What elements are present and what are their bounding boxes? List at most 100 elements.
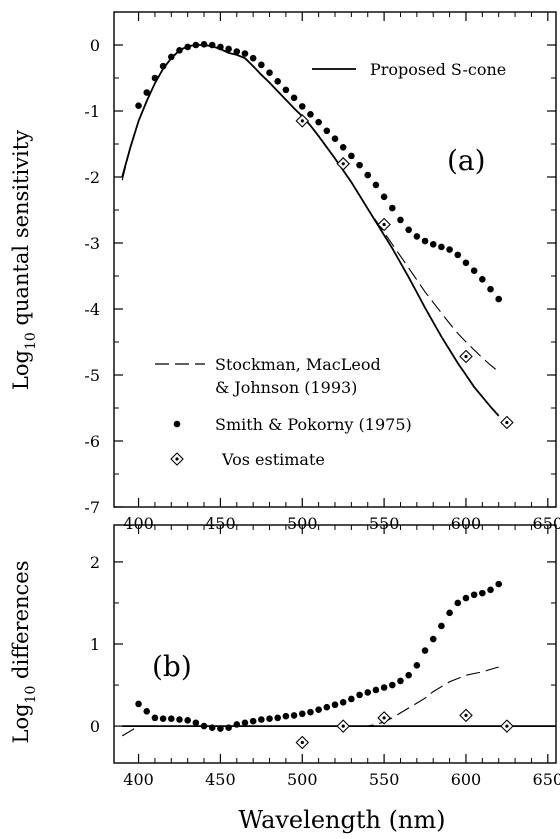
x-tick-label: 550 bbox=[369, 770, 400, 789]
x-tick-label: 400 bbox=[123, 770, 154, 789]
data-point-smith_diff bbox=[364, 689, 372, 696]
data-point-smith bbox=[405, 226, 412, 234]
data-point-smith bbox=[241, 50, 249, 57]
data-point-smith bbox=[143, 89, 151, 96]
data-point-smith bbox=[429, 241, 437, 248]
data-point-smith_diff bbox=[159, 715, 167, 722]
data-point-smith bbox=[225, 45, 232, 53]
data-point-smith_diff bbox=[462, 594, 470, 602]
data-point-smith bbox=[290, 94, 298, 102]
data-point-smith bbox=[380, 193, 388, 201]
y-tick-label: -6 bbox=[84, 432, 100, 451]
x-tick-label: 450 bbox=[205, 514, 236, 533]
data-point-smith bbox=[356, 161, 363, 169]
legend-stockman-text-1: Stockman, MacLeod bbox=[215, 355, 381, 374]
x-tick-label: 600 bbox=[451, 770, 482, 789]
data-point-smith bbox=[372, 181, 380, 189]
data-point-smith_diff bbox=[331, 701, 339, 709]
data-point-smith_diff bbox=[413, 662, 421, 669]
y-tick-label: -4 bbox=[84, 300, 100, 319]
panel-a: 400 450 500 550 600 650 0 -1 -2 -3 -4 -5 -6 -7 (a) Pr… bbox=[9, 11, 560, 533]
data-point-smith bbox=[159, 62, 167, 70]
data-point-smith bbox=[339, 144, 347, 151]
panel-a-ylabel: Log10 quantal sensitivity bbox=[9, 130, 39, 390]
legend-stockman-text-2: & Johnson (1993) bbox=[215, 378, 357, 397]
y-tick-label: 0 bbox=[90, 717, 100, 736]
series-line-stockman bbox=[121, 44, 500, 373]
data-point-smith bbox=[176, 46, 183, 54]
y-tick-label: -3 bbox=[84, 234, 100, 253]
y-tick-label: 1 bbox=[90, 635, 100, 654]
data-point-smith_diff bbox=[487, 586, 494, 594]
data-point-smith bbox=[258, 61, 265, 69]
data-point-smith bbox=[364, 171, 372, 179]
data-point-smith_diff bbox=[290, 712, 298, 719]
data-point-smith_diff bbox=[446, 609, 453, 617]
x-tick-label: 500 bbox=[287, 514, 318, 533]
data-point-smith bbox=[315, 118, 322, 126]
data-point-smith_diff bbox=[274, 714, 282, 722]
data-point-vos bbox=[500, 415, 514, 430]
data-point-smith_diff bbox=[388, 681, 396, 689]
panel-a-label: (a) bbox=[447, 144, 486, 177]
data-point-smith bbox=[323, 127, 331, 135]
data-point-smith_diff bbox=[470, 591, 478, 599]
data-point-vos_diff bbox=[377, 711, 391, 725]
data-point-smith bbox=[446, 246, 453, 253]
data-point-smith bbox=[307, 111, 314, 118]
panel-a-ticks: 400 450 500 550 600 650 0 -1 -2 -3 -4 -5 -6 -7 bbox=[84, 12, 560, 533]
panel-a-series bbox=[121, 41, 514, 430]
data-point-smith bbox=[274, 78, 282, 85]
data-point-smith_diff bbox=[421, 647, 429, 654]
data-point-smith_diff bbox=[192, 719, 200, 727]
data-point-smith bbox=[167, 53, 175, 61]
data-point-smith bbox=[421, 237, 429, 245]
data-point-vos_diff bbox=[459, 708, 473, 723]
data-point-vos_diff bbox=[336, 719, 350, 733]
data-point-smith_diff bbox=[176, 716, 183, 723]
data-point-smith bbox=[388, 204, 396, 212]
data-point-smith bbox=[454, 251, 462, 259]
data-point-smith bbox=[233, 48, 241, 55]
data-point-smith_diff bbox=[372, 686, 380, 694]
x-axis-label: Wavelength (nm) bbox=[238, 806, 445, 834]
data-point-smith_diff bbox=[348, 695, 355, 703]
data-point-smith_diff bbox=[135, 700, 142, 708]
data-point-smith_diff bbox=[495, 580, 503, 588]
data-point-vos bbox=[336, 157, 350, 171]
data-point-smith bbox=[184, 43, 191, 51]
data-point-smith bbox=[397, 216, 404, 224]
x-tick-label: 400 bbox=[123, 514, 154, 533]
data-point-smith bbox=[282, 86, 290, 94]
data-point-vos bbox=[295, 114, 310, 128]
data-point-smith_diff bbox=[356, 691, 363, 699]
data-point-smith_diff bbox=[397, 677, 404, 685]
y-tick-label: -1 bbox=[84, 102, 100, 121]
legend-a: Proposed S-cone Stockman, MacLeod & John… bbox=[155, 60, 506, 469]
data-point-vos bbox=[377, 217, 391, 232]
data-point-smith_diff bbox=[266, 715, 273, 722]
data-point-smith_diff bbox=[233, 721, 241, 728]
legend-vos-diamond bbox=[170, 452, 184, 466]
y-tick-label: 2 bbox=[90, 553, 100, 572]
data-point-smith_diff bbox=[339, 698, 347, 706]
data-point-smith_diff bbox=[282, 712, 290, 720]
data-point-smith_diff bbox=[479, 589, 486, 597]
data-point-smith bbox=[266, 69, 273, 77]
data-point-smith bbox=[487, 285, 494, 293]
panel-b-label: (b) bbox=[152, 650, 192, 683]
data-point-smith bbox=[249, 54, 257, 62]
data-point-smith bbox=[331, 135, 339, 143]
data-point-vos bbox=[459, 349, 473, 364]
data-point-smith bbox=[208, 41, 216, 49]
legend-smith-dot bbox=[173, 420, 181, 428]
y-tick-label: -7 bbox=[84, 498, 100, 517]
data-point-smith_diff bbox=[429, 635, 437, 643]
panel-b-ticks: 400 450 500 550 600 650 0 1 2 bbox=[90, 525, 560, 789]
x-tick-label: 650 bbox=[533, 514, 560, 533]
data-point-smith_diff bbox=[315, 706, 322, 713]
data-point-vos_diff bbox=[295, 735, 310, 750]
data-point-smith_diff bbox=[225, 724, 232, 732]
x-tick-label: 500 bbox=[287, 770, 318, 789]
